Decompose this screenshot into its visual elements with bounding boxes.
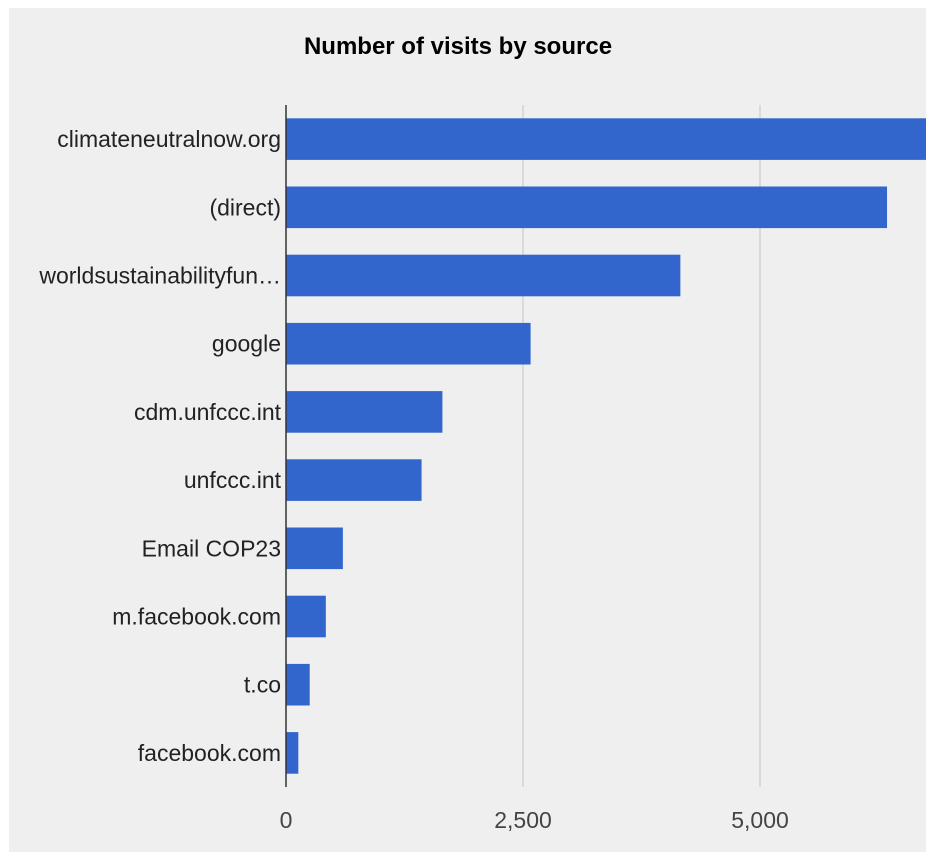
category-label: m.facebook.com	[112, 604, 281, 630]
bar[interactable]	[286, 595, 326, 638]
x-tick-label: 5,000	[731, 807, 789, 833]
bar[interactable]	[286, 527, 343, 570]
category-label: t.co	[244, 672, 281, 698]
category-label: climateneutralnow.org	[57, 126, 281, 152]
category-label: unfccc.int	[184, 467, 282, 493]
bar[interactable]	[286, 118, 926, 160]
bar[interactable]	[286, 186, 888, 229]
bar[interactable]	[286, 663, 310, 706]
category-label: google	[212, 331, 281, 357]
category-label: (direct)	[209, 194, 281, 220]
category-label: facebook.com	[138, 740, 281, 766]
bar[interactable]	[286, 391, 443, 433]
bars	[286, 118, 926, 774]
category-label: Email COP23	[142, 535, 281, 561]
x-tick-labels: 0 2,500 5,000	[280, 807, 789, 833]
x-tick-label: 0	[280, 807, 293, 833]
x-tick-label: 2,500	[494, 807, 552, 833]
bar[interactable]	[286, 732, 299, 774]
category-label: cdm.unfccc.int	[134, 399, 282, 425]
category-labels: climateneutralnow.org (direct) worldsustai…	[38, 126, 281, 766]
bar[interactable]	[286, 254, 681, 297]
bar[interactable]	[286, 322, 531, 365]
chart-title: Number of visits by source	[304, 33, 612, 60]
category-label: worldsustainabilityfun…	[38, 263, 281, 289]
bar[interactable]	[286, 459, 422, 501]
